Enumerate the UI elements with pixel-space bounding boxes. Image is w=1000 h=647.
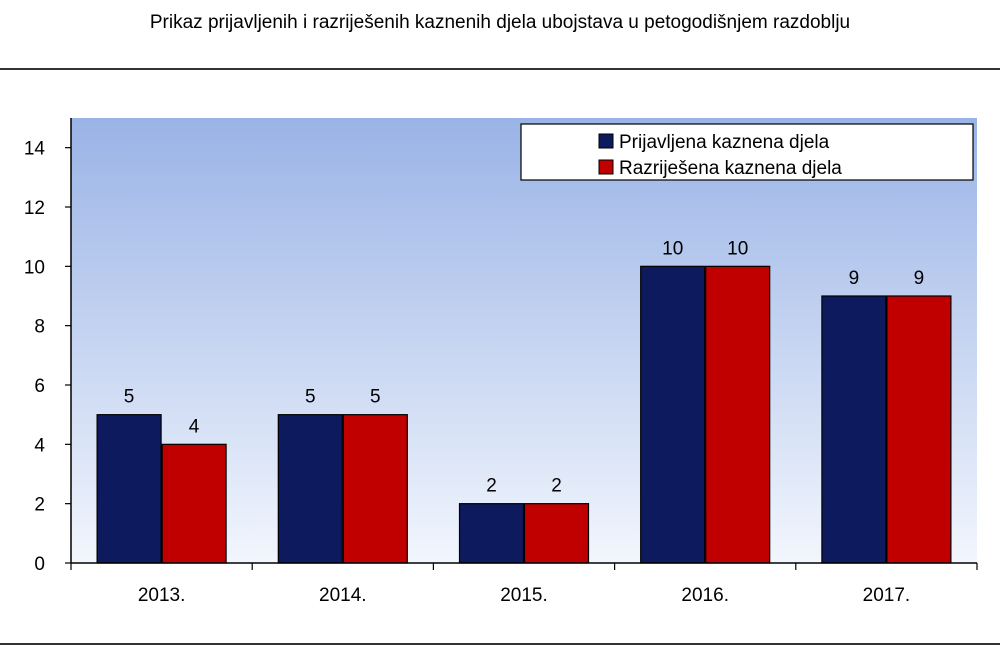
bar-prijavljena-1 <box>277 414 343 564</box>
legend <box>520 123 974 181</box>
y-tick-label: 4 <box>34 435 45 456</box>
y-tick-label: 14 <box>24 139 46 160</box>
y-tick-label: 10 <box>24 257 45 278</box>
x-tick-label: 2014. <box>319 585 367 606</box>
y-tick-label: 8 <box>34 317 45 338</box>
bottom-rule <box>0 643 1000 645</box>
data-label: 4 <box>189 416 200 437</box>
chart-title: Prikaz prijavljenih i razriješenih kazne… <box>149 12 851 33</box>
data-label: 2 <box>486 476 497 497</box>
bar-prijavljena-4 <box>821 295 887 564</box>
legend-label: Prijavljena kaznena djela <box>619 132 830 153</box>
data-label: 5 <box>124 387 135 408</box>
y-tick-label: 12 <box>24 198 45 219</box>
data-label: 9 <box>849 268 860 289</box>
data-label: 5 <box>370 387 381 408</box>
data-label: 10 <box>662 238 683 259</box>
x-tick-label: 2013. <box>138 585 186 606</box>
legend-swatch <box>598 159 614 175</box>
y-tick-label: 6 <box>34 376 45 397</box>
bar-prijavljena-3 <box>640 265 706 564</box>
x-tick-label: 2016. <box>681 585 729 606</box>
legend-swatch <box>598 133 614 149</box>
y-tick-label: 0 <box>34 554 45 575</box>
bar-razrijesena-2 <box>523 503 590 564</box>
bar-razrijesena-1 <box>342 414 408 564</box>
data-label: 5 <box>305 387 316 408</box>
bar-razrijesena-0 <box>161 443 227 564</box>
top-rule <box>0 68 1000 70</box>
data-label: 2 <box>551 476 562 497</box>
data-label: 10 <box>727 238 748 259</box>
y-tick-label: 2 <box>34 495 45 516</box>
bar-razrijesena-3 <box>705 265 771 564</box>
bar-prijavljena-0 <box>96 414 162 564</box>
bar-razrijesena-4 <box>886 295 952 564</box>
data-label: 9 <box>914 268 925 289</box>
bar-prijavljena-2 <box>458 503 525 564</box>
legend-label: Razriješena kaznena djela <box>619 158 842 179</box>
x-tick-label: 2017. <box>863 585 911 606</box>
x-tick-label: 2015. <box>500 585 548 606</box>
